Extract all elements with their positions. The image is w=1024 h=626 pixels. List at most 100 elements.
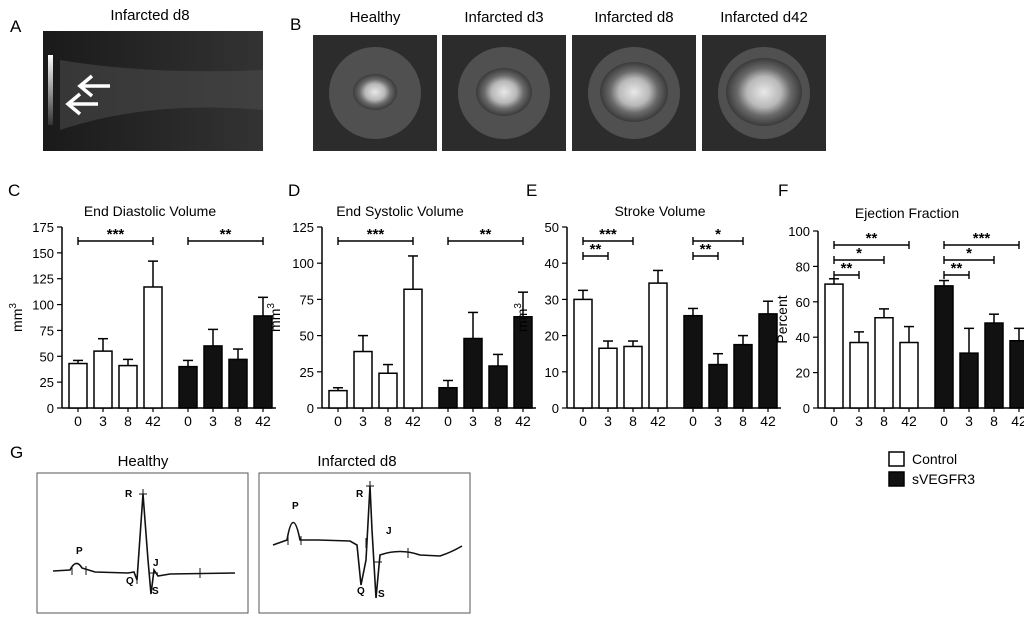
significance-label: **	[220, 226, 232, 243]
mri-images: Healthy Infarcted d3 Infarcted d8 Infarcted…	[313, 9, 826, 151]
bar	[733, 343, 753, 409]
y-tick-label: 50	[40, 349, 54, 364]
ecg-infarcted-label-p: P	[292, 501, 299, 512]
ecg-infarcted-trace	[272, 485, 463, 599]
significance-label: ***	[599, 226, 617, 243]
ecg-infarcted-markers	[287, 481, 409, 563]
bar	[959, 352, 979, 409]
y-axis-label-main: Percent	[774, 295, 790, 343]
mri-heart-cavity	[726, 58, 802, 126]
x-tick-label: 42	[1011, 413, 1024, 429]
bar	[648, 282, 668, 409]
y-tick-label: 60	[796, 295, 810, 310]
mri-image-title: Infarcted d3	[464, 9, 543, 26]
mri-heart-cavity	[600, 62, 668, 122]
x-tick-label: 3	[855, 413, 863, 429]
y-tick-label: 100	[292, 256, 314, 271]
x-tick-label: 8	[124, 413, 132, 429]
x-tick-label: 3	[714, 413, 722, 429]
ecg-infarcted-label-j: J	[386, 526, 392, 537]
x-tick-label: 42	[515, 413, 531, 429]
echo-tissue	[60, 60, 263, 130]
x-tick-label: 3	[99, 413, 107, 429]
bar	[353, 350, 373, 409]
x-tick-label: 8	[739, 413, 747, 429]
y-axis-label: mm3	[266, 303, 283, 332]
x-tick-label: 3	[604, 413, 612, 429]
y-axis-label-main: mm	[514, 309, 530, 332]
panel-g: G Healthy P R Q S J Infarcted d8 P R Q S…	[10, 443, 471, 614]
panel-letter-g: G	[10, 443, 23, 462]
bar	[178, 365, 198, 409]
y-tick-label: 175	[32, 220, 54, 235]
mri-image: Infarcted d42	[702, 9, 826, 151]
panel-a: A Infarcted d8	[10, 7, 263, 151]
significance-label: **	[841, 260, 853, 277]
x-tick-label: 42	[405, 413, 421, 429]
bar	[849, 341, 869, 409]
bar	[984, 322, 1004, 409]
mri-image-title: Infarcted d42	[720, 9, 808, 26]
x-tick-label: 3	[359, 413, 367, 429]
panel-b: B Healthy Infarcted d3 Infarcted d8 Infarct…	[290, 9, 826, 151]
bar	[328, 389, 348, 409]
echo-gray-scale	[48, 55, 53, 125]
y-tick-label: 125	[292, 220, 314, 235]
bar	[573, 298, 593, 409]
y-tick-label: 50	[300, 329, 314, 344]
bar	[708, 363, 728, 409]
y-tick-label: 0	[552, 401, 559, 416]
y-axis-label: Percent	[774, 295, 790, 343]
ecg-healthy-label-j: J	[153, 558, 159, 569]
legend-label-treated: sVEGFR3	[912, 471, 975, 487]
x-tick-label: 0	[184, 413, 192, 429]
y-tick-label: 0	[47, 401, 54, 416]
y-tick-label: 40	[545, 256, 559, 271]
x-tick-label: 0	[74, 413, 82, 429]
y-axis-label-sup: 3	[266, 303, 277, 309]
bar	[934, 285, 954, 409]
x-tick-label: 42	[145, 413, 161, 429]
legend-label-control: Control	[912, 451, 957, 467]
mri-image-title: Infarcted d8	[594, 9, 673, 26]
mri-image-title: Healthy	[350, 9, 401, 26]
y-tick-label: 25	[40, 375, 54, 390]
x-tick-label: 0	[334, 413, 342, 429]
x-tick-label: 3	[209, 413, 217, 429]
ecg-healthy-trace	[52, 493, 236, 595]
bar	[378, 372, 398, 409]
y-tick-label: 75	[300, 292, 314, 307]
x-tick-label: 0	[579, 413, 587, 429]
x-tick-label: 8	[629, 413, 637, 429]
significance-label: **	[590, 241, 602, 258]
x-tick-label: 8	[990, 413, 998, 429]
significance-label: *	[856, 245, 862, 262]
significance-label: **	[480, 226, 492, 243]
significance-label: **	[866, 230, 878, 247]
x-tick-label: 42	[760, 413, 776, 429]
y-tick-label: 30	[545, 292, 559, 307]
ecg-infarcted-title: Infarcted d8	[317, 453, 396, 470]
x-tick-label: 42	[901, 413, 917, 429]
chart-title: Stroke Volume	[614, 203, 705, 219]
x-tick-label: 42	[255, 413, 271, 429]
y-tick-label: 0	[307, 401, 314, 416]
ecg-healthy-frame	[36, 472, 249, 614]
panel-letter: C	[8, 181, 20, 200]
legend-swatch-treated	[888, 471, 905, 487]
panel-letter-b: B	[290, 15, 301, 34]
y-axis-label-sup: 3	[513, 303, 524, 309]
arrow-icon	[77, 74, 110, 98]
bar	[118, 364, 138, 409]
x-tick-label: 0	[689, 413, 697, 429]
y-axis-label-main: mm	[267, 309, 283, 332]
bar	[143, 286, 163, 409]
bar	[683, 314, 703, 409]
bar	[899, 341, 919, 409]
x-tick-label: 8	[880, 413, 888, 429]
ecg-healthy-title: Healthy	[118, 453, 169, 470]
arrow-icon	[65, 92, 98, 116]
